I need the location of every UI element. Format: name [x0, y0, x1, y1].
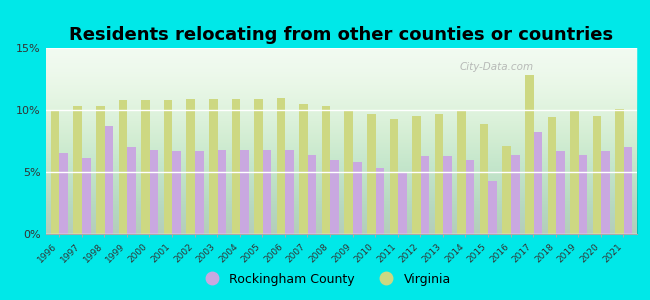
Bar — [570, 110, 578, 234]
Bar — [616, 109, 624, 234]
Bar — [164, 100, 172, 234]
Bar — [488, 181, 497, 234]
Bar — [353, 162, 361, 234]
Bar — [308, 154, 317, 234]
Bar — [593, 116, 601, 234]
Bar — [172, 151, 181, 234]
Bar — [119, 100, 127, 234]
Bar — [150, 150, 159, 234]
Bar — [322, 106, 330, 234]
Bar — [240, 150, 249, 234]
Bar — [105, 126, 113, 234]
Legend: Rockingham County, Virginia: Rockingham County, Virginia — [194, 268, 456, 291]
Bar — [367, 114, 376, 234]
Bar — [263, 150, 271, 234]
Bar — [60, 153, 68, 234]
Bar — [51, 110, 60, 234]
Bar — [218, 150, 226, 234]
Bar — [525, 75, 534, 234]
Bar — [209, 99, 218, 234]
Bar — [187, 99, 195, 234]
Bar — [578, 154, 588, 234]
Bar — [556, 151, 565, 234]
Bar — [435, 114, 443, 234]
Bar — [480, 124, 488, 234]
Bar — [534, 132, 542, 234]
Bar — [412, 116, 421, 234]
Bar — [285, 150, 294, 234]
Bar — [376, 168, 384, 234]
Title: Residents relocating from other counties or countries: Residents relocating from other counties… — [69, 26, 614, 44]
Bar — [330, 160, 339, 234]
Bar — [601, 151, 610, 234]
Bar — [254, 99, 263, 234]
Bar — [421, 156, 429, 234]
Bar — [82, 158, 90, 234]
Bar — [96, 106, 105, 234]
Bar — [389, 119, 398, 234]
Bar — [466, 160, 474, 234]
Bar — [443, 156, 452, 234]
Bar — [299, 104, 308, 234]
Bar — [458, 111, 466, 234]
Bar — [277, 98, 285, 234]
Bar — [195, 151, 203, 234]
Bar — [344, 110, 353, 234]
Bar — [127, 147, 136, 234]
Bar — [547, 117, 556, 234]
Bar — [511, 154, 519, 234]
Bar — [73, 106, 82, 234]
Bar — [398, 173, 407, 234]
Bar — [502, 146, 511, 234]
Bar — [231, 99, 240, 234]
Bar — [141, 100, 150, 234]
Text: City-Data.com: City-Data.com — [460, 62, 534, 72]
Bar — [624, 147, 632, 234]
